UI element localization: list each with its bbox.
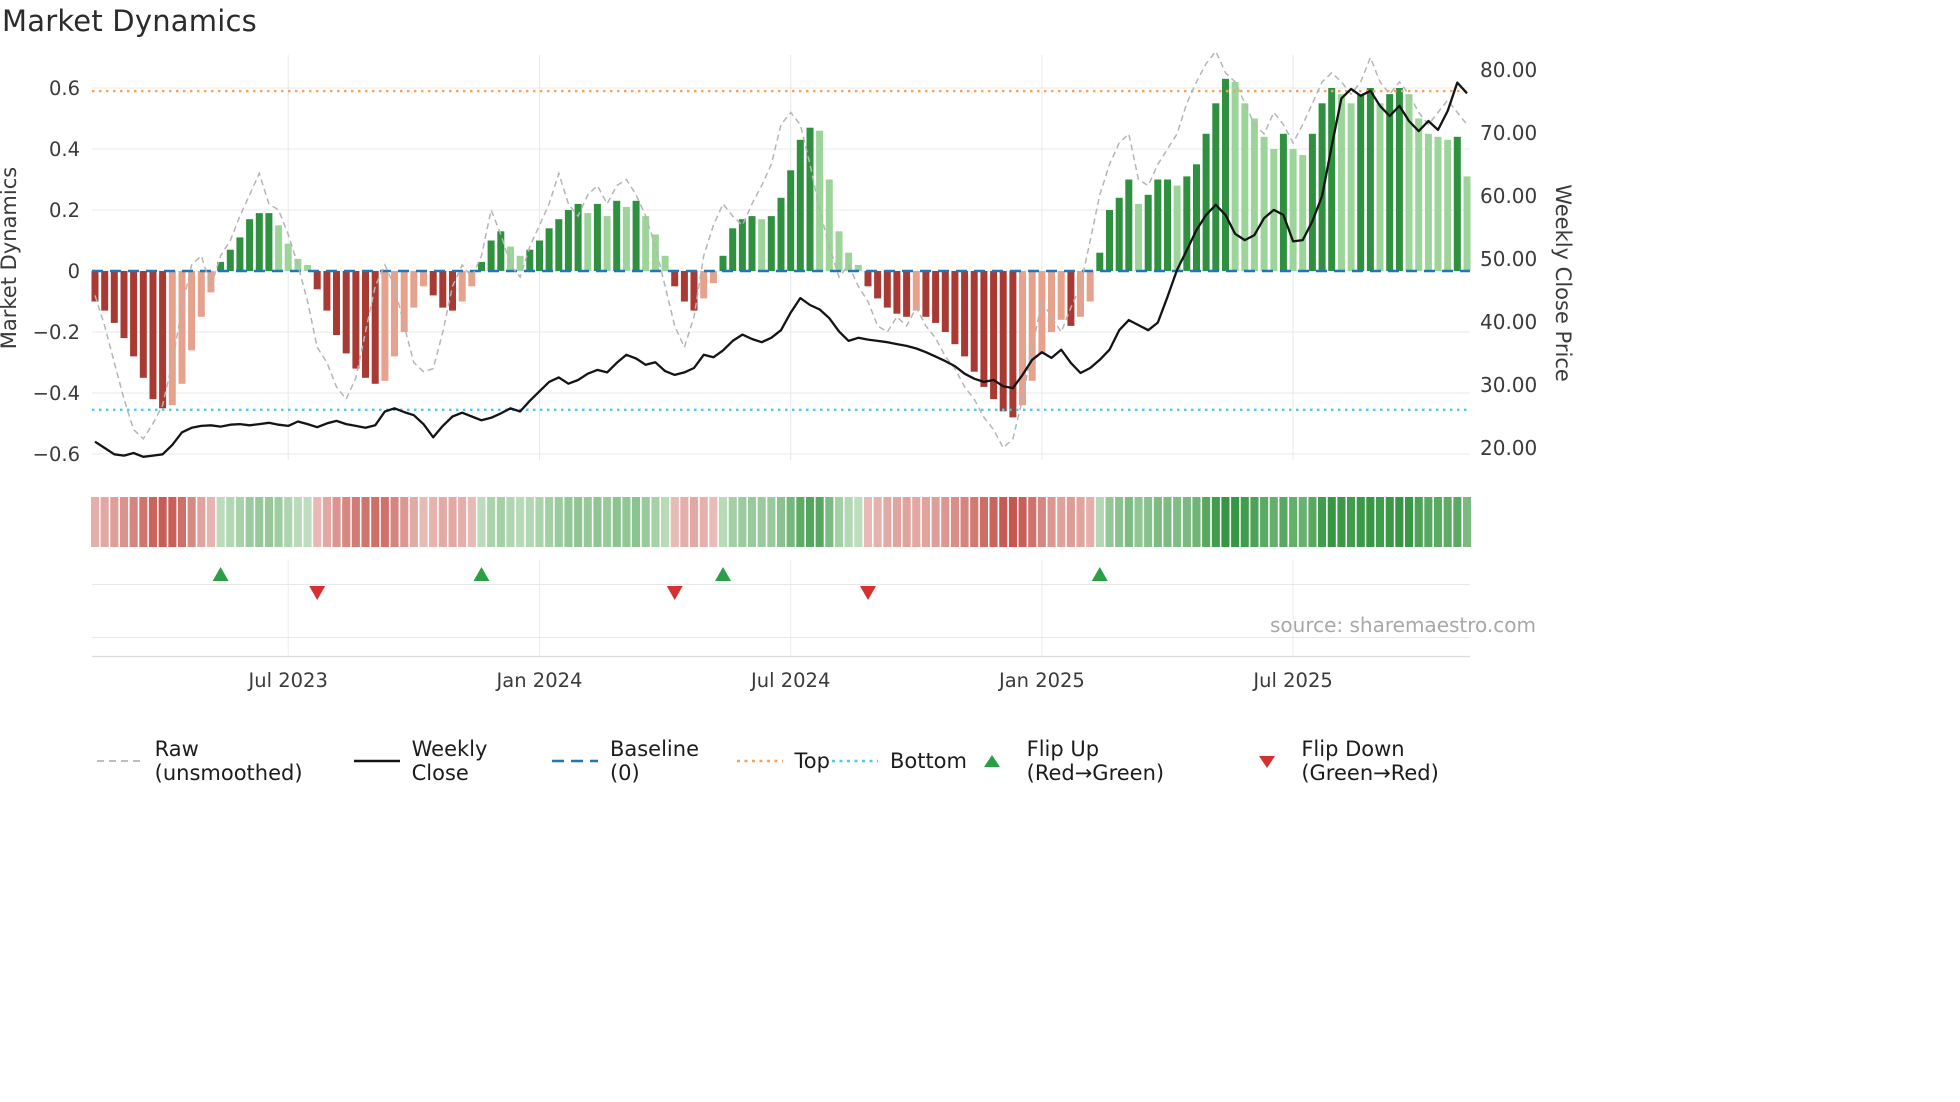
legend-item-flip-up: Flip Up (Red→Green) bbox=[967, 737, 1242, 785]
raw-line bbox=[94, 49, 1468, 450]
oscillator-bars bbox=[91, 78, 1471, 418]
left-axis-title: Market Dynamics bbox=[0, 167, 21, 349]
right-axis-tick: 50.00 bbox=[1480, 247, 1537, 271]
flip-up-legend-swatch bbox=[983, 755, 1000, 767]
left-axis-tick: −0.4 bbox=[33, 382, 80, 405]
right-axis-title: Weekly Close Price bbox=[1551, 184, 1575, 382]
legend-item-flip-down: Flip Down (Green→Red) bbox=[1242, 737, 1547, 785]
right-axis-tick: 40.00 bbox=[1480, 310, 1537, 334]
legend-label-baseline: Baseline (0) bbox=[609, 737, 699, 785]
left-axis-tick: 0.2 bbox=[49, 199, 80, 222]
flip-down-marker bbox=[860, 586, 876, 600]
x-axis-tick: Jan 2025 bbox=[997, 669, 1085, 692]
raw-legend-swatch bbox=[97, 760, 143, 762]
right-axis-tick: 30.00 bbox=[1480, 373, 1537, 397]
x-axis-tick: Jul 2025 bbox=[1251, 669, 1332, 692]
reference-lines bbox=[92, 89, 1470, 411]
top-legend-swatch bbox=[736, 759, 783, 763]
legend-item-weekly-close: Weekly Close bbox=[352, 737, 550, 785]
x-axis-tick: Jul 2023 bbox=[247, 669, 328, 692]
flip-down-marker bbox=[666, 586, 683, 600]
legend-item-top: Top bbox=[735, 749, 830, 773]
flip-down-legend-swatch bbox=[1258, 756, 1275, 768]
page-title: Market Dynamics bbox=[2, 4, 257, 38]
legend-item-bottom: Bottom bbox=[830, 749, 967, 773]
axis-labels: 0.6 0.4 0.2 0 −0.2 −0.4 −0.6 80.00 70.00 60.00 50.… bbox=[0, 58, 1575, 692]
right-axis-tick: 60.00 bbox=[1480, 184, 1537, 208]
legend: Raw (unsmoothed) Weekly Close Baseline (0)… bbox=[95, 737, 1547, 785]
right-axis-tick: 20.00 bbox=[1480, 436, 1537, 460]
market-dynamics-chart: 0.6 0.4 0.2 0 −0.2 −0.4 −0.6 80.00 70.00 60.00 50.… bbox=[0, 49, 1575, 692]
x-axis-tick: Jul 2024 bbox=[749, 669, 830, 692]
baseline-legend-swatch bbox=[552, 759, 599, 763]
bottom-legend-swatch bbox=[831, 759, 878, 763]
legend-label-flip-down: Flip Down (Green→Red) bbox=[1301, 737, 1439, 785]
phase-heatmap-strip bbox=[91, 497, 1472, 547]
legend-label-raw: Raw (unsmoothed) bbox=[154, 737, 303, 785]
legend-item-raw: Raw (unsmoothed) bbox=[95, 737, 352, 785]
x-axis-tick: Jan 2024 bbox=[495, 669, 583, 692]
left-axis-tick: −0.6 bbox=[33, 443, 80, 466]
flip-up-marker bbox=[715, 567, 731, 581]
legend-item-baseline: Baseline (0) bbox=[550, 737, 734, 785]
legend-label-weekly-close: Weekly Close bbox=[411, 737, 488, 785]
legend-label-top: Top bbox=[794, 749, 830, 773]
source-label: source: sharemaestro.com bbox=[1270, 613, 1536, 637]
left-axis-tick: 0.6 bbox=[49, 77, 80, 100]
flip-up-marker bbox=[212, 567, 229, 581]
flip-up-marker bbox=[1091, 567, 1108, 581]
weekly-close-line bbox=[94, 81, 1468, 458]
flip-up-marker bbox=[473, 567, 490, 581]
right-axis-tick: 80.00 bbox=[1480, 58, 1537, 82]
legend-label-bottom: Bottom bbox=[889, 749, 967, 773]
left-axis-tick: −0.2 bbox=[33, 321, 80, 344]
left-axis-tick: 0 bbox=[68, 260, 80, 283]
right-axis-tick: 70.00 bbox=[1480, 121, 1537, 145]
weekly-close-legend-swatch bbox=[353, 759, 400, 763]
flip-down-marker bbox=[309, 586, 326, 600]
flip-markers bbox=[92, 567, 1470, 658]
left-axis-tick: 0.4 bbox=[49, 138, 80, 161]
legend-label-flip-up: Flip Up (Red→Green) bbox=[1026, 737, 1165, 785]
